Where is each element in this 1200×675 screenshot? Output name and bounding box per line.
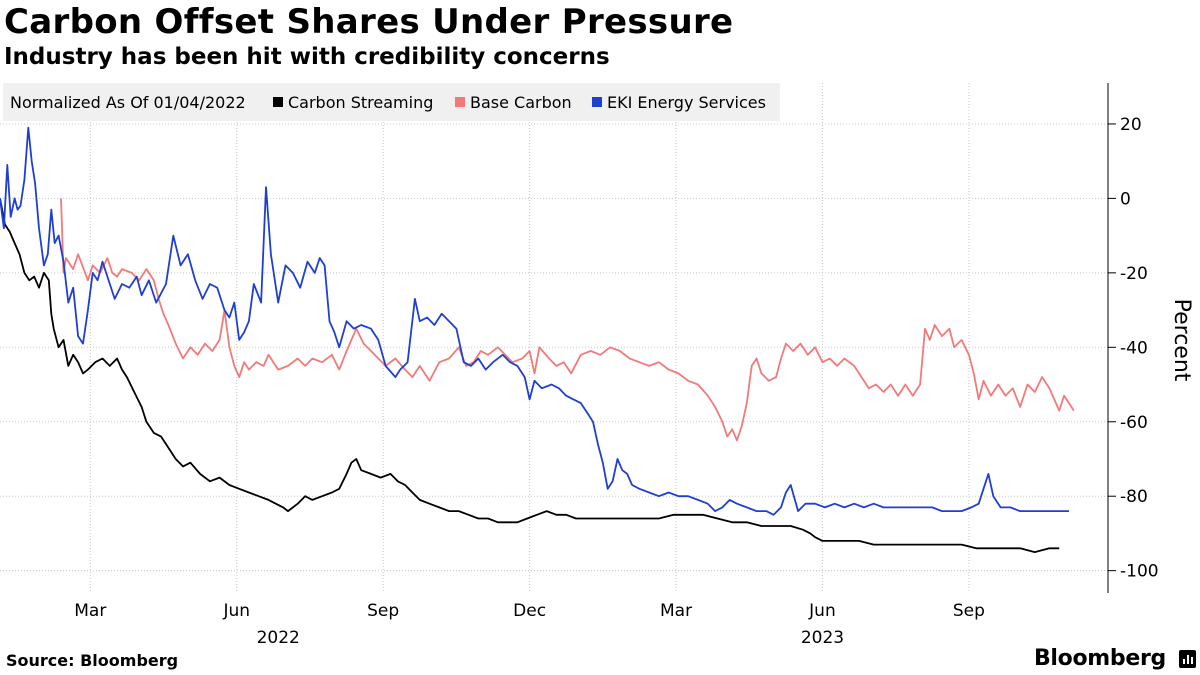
series-line-carbon-streaming xyxy=(0,198,1060,553)
y-tick-label: 20 xyxy=(1120,115,1142,135)
y-tick-label: -60 xyxy=(1120,413,1148,433)
x-tick-label: Sep xyxy=(953,601,985,621)
legend: Normalized As Of 01/04/2022 Carbon Strea… xyxy=(3,83,780,121)
y-tick-label: -20 xyxy=(1120,264,1148,284)
x-year-label: 2023 xyxy=(801,628,844,648)
chart-title: Carbon Offset Shares Under Pressure xyxy=(4,2,734,42)
y-tick-label: -80 xyxy=(1120,487,1148,507)
y-tick-label: -100 xyxy=(1120,562,1159,582)
series-line-base-carbon xyxy=(60,198,1075,442)
legend-swatch xyxy=(592,97,602,107)
x-tick-label: Dec xyxy=(513,601,546,621)
legend-label: EKI Energy Services xyxy=(607,93,766,112)
legend-label: Base Carbon xyxy=(470,93,572,112)
series-lines xyxy=(0,126,1075,553)
series-line-eki-energy-services xyxy=(0,126,1069,516)
y-tick-label: -40 xyxy=(1120,338,1148,358)
legend-swatch xyxy=(273,97,283,107)
legend-label: Carbon Streaming xyxy=(288,93,433,112)
chart-subtitle: Industry has been hit with credibility c… xyxy=(4,44,610,70)
legend-background xyxy=(3,83,780,121)
x-tick-label: Jun xyxy=(222,601,250,621)
bloomberg-logo-text: Bloomberg xyxy=(1033,646,1166,671)
y-tick-label: 0 xyxy=(1120,189,1131,209)
x-tick-label: Jun xyxy=(808,601,836,621)
x-axis: Mar Jun Sep Dec Mar Jun Sep 2022 2023 xyxy=(74,601,985,648)
legend-title: Normalized As Of 01/04/2022 xyxy=(10,93,246,112)
x-tick-label: Sep xyxy=(367,601,399,621)
bloomberg-bars-icon xyxy=(1179,650,1196,668)
y-axis-label: Percent xyxy=(1169,299,1194,382)
x-tick-label: Mar xyxy=(74,601,106,621)
x-year-label: 2022 xyxy=(257,628,300,648)
gridlines xyxy=(0,83,1108,593)
legend-swatch xyxy=(455,97,465,107)
source-note: Source: Bloomberg xyxy=(6,651,179,670)
x-tick-label: Mar xyxy=(660,601,692,621)
y-axis: 20 0 -20 -40 -60 -80 -100 xyxy=(1107,83,1159,593)
